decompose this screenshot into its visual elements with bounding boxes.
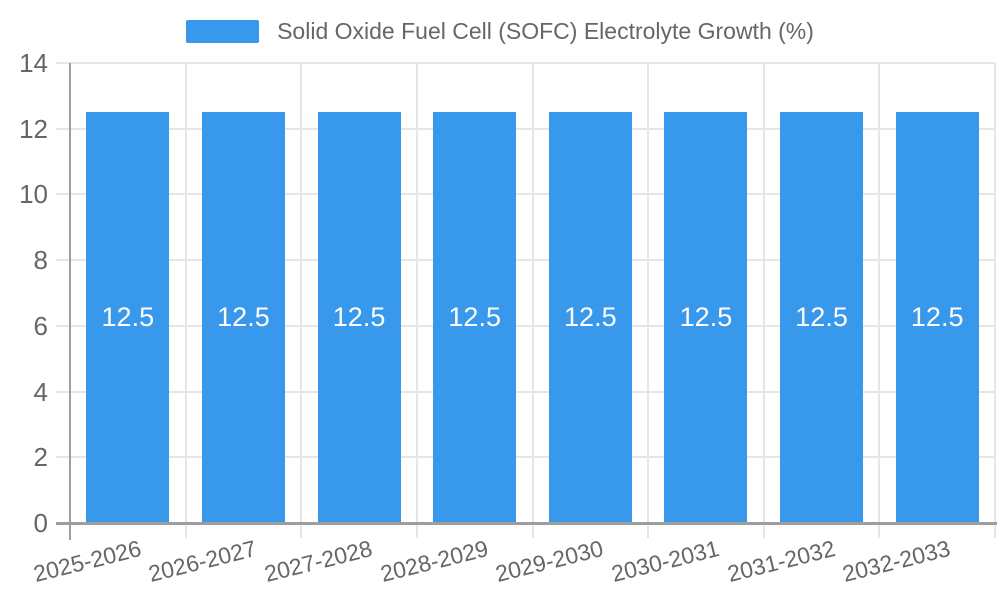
bar [548,112,632,523]
bar [780,112,864,523]
x-tick-label: 2026-2027 [146,535,260,587]
x-gridline [647,63,650,538]
y-tick-label: 14 [19,48,48,78]
x-gridline [300,63,303,538]
y-gridline [56,324,995,327]
x-tick-label: 2027-2028 [261,535,375,587]
x-gridline [878,63,881,538]
bar [201,112,285,523]
x-tick-label: 2031-2032 [724,535,838,587]
bar-value-label: 12.5 [448,301,501,332]
x-gridline [184,63,187,538]
bar-value-label: 12.5 [332,301,386,332]
legend: Solid Oxide Fuel Cell (SOFC) Electrolyte… [0,18,1000,45]
bar [664,112,748,523]
bar [317,112,401,523]
legend-label: Solid Oxide Fuel Cell (SOFC) Electrolyte… [277,18,814,44]
x-gridline [415,63,418,538]
x-tick-label: 2032-2033 [839,535,953,587]
bar-value-label: 12.5 [564,301,617,332]
y-gridline [56,390,995,393]
y-gridline [56,259,995,262]
y-tick-label: 8 [33,245,48,276]
y-gridline [56,62,995,64]
y-tick-label: 2 [33,442,48,473]
x-gridline [762,63,765,538]
x-tick-label: 2029-2030 [493,535,607,587]
y-tick-label: 4 [33,376,48,407]
bar-value-label: 12.5 [217,301,270,332]
x-tick-label: 2025-2026 [30,535,144,587]
y-gridline [56,456,995,459]
y-tick-label: 12 [19,113,48,144]
bar [895,112,979,523]
bar [433,112,517,523]
y-gridline [56,193,995,196]
bar-value-label: 12.5 [910,301,964,332]
y-tick-label: 10 [19,179,48,210]
legend-swatch-icon [186,20,260,43]
x-axis-line [56,522,997,525]
bar-value-label: 12.5 [101,301,155,332]
bar-value-label: 12.5 [795,301,848,332]
y-axis-line [69,63,71,540]
y-gridline [56,127,995,130]
bar [86,112,170,523]
x-tick-label: 2030-2031 [608,535,722,587]
y-tick-label: 0 [33,508,48,538]
x-gridline [994,63,996,538]
x-gridline [531,63,534,538]
x-tick-label: 2028-2029 [377,535,491,587]
y-tick-label: 6 [33,310,48,341]
bar-value-label: 12.5 [679,301,733,332]
legend-item[interactable]: Solid Oxide Fuel Cell (SOFC) Electrolyte… [186,18,814,45]
